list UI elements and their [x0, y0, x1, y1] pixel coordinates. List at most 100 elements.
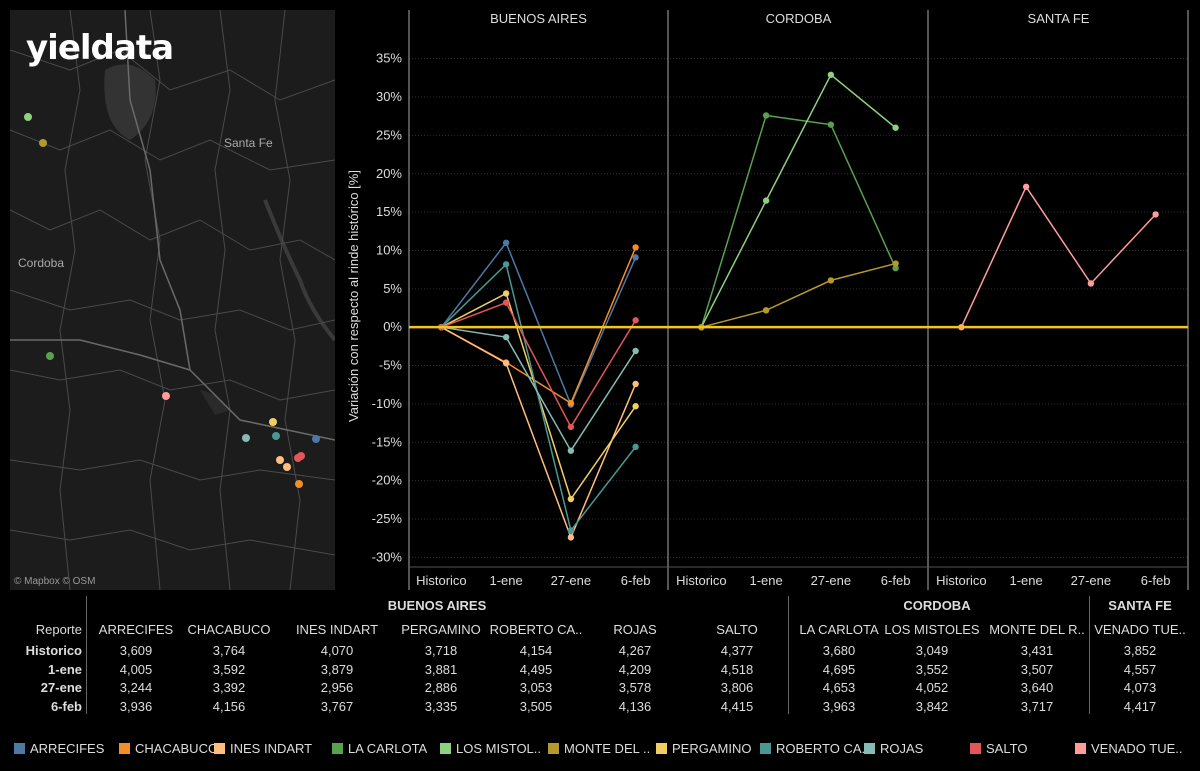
series-venado-tue[interactable]: [958, 183, 1159, 331]
table-cell: 3,053: [519, 680, 553, 695]
legend-item-ines-indart[interactable]: INES INDART: [214, 741, 312, 756]
table-cell: 3,609: [119, 643, 153, 658]
legend-item-monte-del-r[interactable]: MONTE DEL ..: [548, 741, 650, 756]
table-column-header: LOS MISTOLES: [884, 622, 980, 637]
table-cell: 4,415: [720, 698, 754, 714]
data-point[interactable]: [567, 495, 575, 503]
data-point[interactable]: [827, 277, 835, 284]
series-rojas[interactable]: [438, 323, 639, 454]
data-point[interactable]: [567, 534, 575, 541]
data-point[interactable]: [567, 447, 575, 454]
table-cell: 4,156: [212, 698, 246, 714]
legend-swatch: [760, 743, 771, 754]
map-point-la-carlota[interactable]: [46, 352, 54, 360]
legend-label: LA CARLOTA: [348, 741, 428, 756]
data-point[interactable]: [1022, 183, 1030, 190]
y-tick-label: 25%: [376, 127, 402, 142]
series-salto[interactable]: [438, 299, 639, 431]
series-line[interactable]: [700, 73, 897, 328]
legend-item-roberto-ca[interactable]: ROBERTO CA..: [760, 741, 869, 756]
data-point[interactable]: [632, 244, 639, 251]
data-point[interactable]: [1152, 211, 1159, 218]
data-point[interactable]: [762, 197, 770, 204]
series-line[interactable]: [960, 185, 1157, 328]
data-point[interactable]: [827, 121, 835, 128]
series-line[interactable]: [441, 301, 637, 429]
legend-item-pergamino[interactable]: PERGAMINO: [656, 741, 751, 756]
map-point-rojas[interactable]: [242, 434, 250, 442]
data-point[interactable]: [1087, 280, 1095, 287]
y-tick-label: 20%: [376, 166, 402, 181]
legend-item-arrecifes[interactable]: ARRECIFES: [14, 741, 104, 756]
x-tick-label: 1-ene: [750, 573, 783, 588]
map-point-ines-indart[interactable]: [283, 463, 291, 471]
y-tick-label: -20%: [372, 473, 403, 488]
series-line[interactable]: [440, 241, 637, 407]
data-point[interactable]: [502, 360, 510, 367]
table-group-header: BUENOS AIRES: [387, 598, 487, 613]
legend-swatch: [14, 743, 25, 754]
table-row-label: 27-ene: [40, 680, 82, 695]
data-point[interactable]: [632, 347, 639, 355]
y-tick-label: 0%: [383, 319, 402, 334]
data-point[interactable]: [632, 443, 639, 451]
series-line[interactable]: [441, 326, 637, 453]
data-point[interactable]: [762, 307, 770, 314]
legend-item-salto[interactable]: SALTO: [970, 741, 1027, 756]
y-tick-label: 5%: [383, 281, 402, 296]
legend-item-venado-tue[interactable]: VENADO TUE..: [1075, 741, 1183, 756]
data-point[interactable]: [502, 239, 510, 246]
map-point-arrecifes[interactable]: [312, 435, 320, 443]
legend-label: INES INDART: [230, 741, 313, 756]
data-point[interactable]: [892, 124, 899, 131]
data-point[interactable]: [502, 299, 510, 306]
panel-title: CORDOBA: [766, 11, 832, 26]
data-point[interactable]: [567, 527, 575, 534]
data-point[interactable]: [632, 403, 639, 410]
legend-item-chacabuco[interactable]: CHACABUCO: [119, 741, 218, 756]
series-line[interactable]: [440, 262, 637, 533]
table-cell: 3,881: [424, 661, 458, 677]
map-point-chacabuco[interactable]: [295, 480, 303, 488]
x-tick-label: Historico: [936, 573, 987, 588]
map-point-venado-tue[interactable]: [162, 392, 170, 400]
region-map[interactable]: yieldata Santa Fe Cordoba © Mapbox © OSM: [10, 10, 335, 590]
map-point-salto[interactable]: [297, 452, 305, 460]
series-los-mistoles[interactable]: [698, 71, 899, 331]
data-point[interactable]: [892, 264, 899, 272]
data-point[interactable]: [567, 423, 575, 431]
data-point[interactable]: [892, 260, 899, 267]
data-point[interactable]: [502, 290, 510, 297]
series-line[interactable]: [700, 114, 897, 328]
data-point[interactable]: [827, 71, 835, 78]
data-point[interactable]: [502, 261, 510, 268]
x-tick-label: Historico: [676, 573, 727, 588]
legend-item-los-mistoles[interactable]: LOS MISTOL..: [440, 741, 541, 756]
series-roberto-ca[interactable]: [438, 261, 639, 534]
data-point[interactable]: [632, 317, 639, 324]
table-column-header: ROJAS: [613, 622, 657, 637]
x-tick-label: Historico: [416, 573, 467, 588]
map-point-pergamino[interactable]: [269, 418, 277, 426]
table-cell: 4,209: [618, 661, 652, 677]
map-point-los-mistoles[interactable]: [24, 113, 32, 121]
data-point[interactable]: [762, 112, 770, 119]
legend-item-la-carlota[interactable]: LA CARLOTA: [332, 741, 427, 756]
table-cell: 3,680: [822, 643, 856, 658]
series-ines-indart[interactable]: [438, 323, 639, 541]
map-point-ines-indart[interactable]: [276, 456, 284, 464]
series-line[interactable]: [441, 326, 637, 540]
data-point[interactable]: [632, 380, 639, 388]
map-point-monte-del-r[interactable]: [39, 139, 47, 147]
table-column-header: ARRECIFES: [98, 622, 174, 637]
data-point[interactable]: [502, 333, 510, 341]
map-point-roberto-ca[interactable]: [272, 432, 280, 440]
data-point[interactable]: [632, 254, 639, 261]
series-la-carlota[interactable]: [698, 112, 899, 331]
legend-item-rojas[interactable]: ROJAS: [864, 741, 923, 756]
y-gridlines: [409, 58, 1188, 558]
series-monte-del-r[interactable]: [698, 260, 899, 331]
legend-swatch: [548, 743, 559, 754]
data-point[interactable]: [567, 399, 575, 407]
series-line[interactable]: [701, 262, 896, 328]
